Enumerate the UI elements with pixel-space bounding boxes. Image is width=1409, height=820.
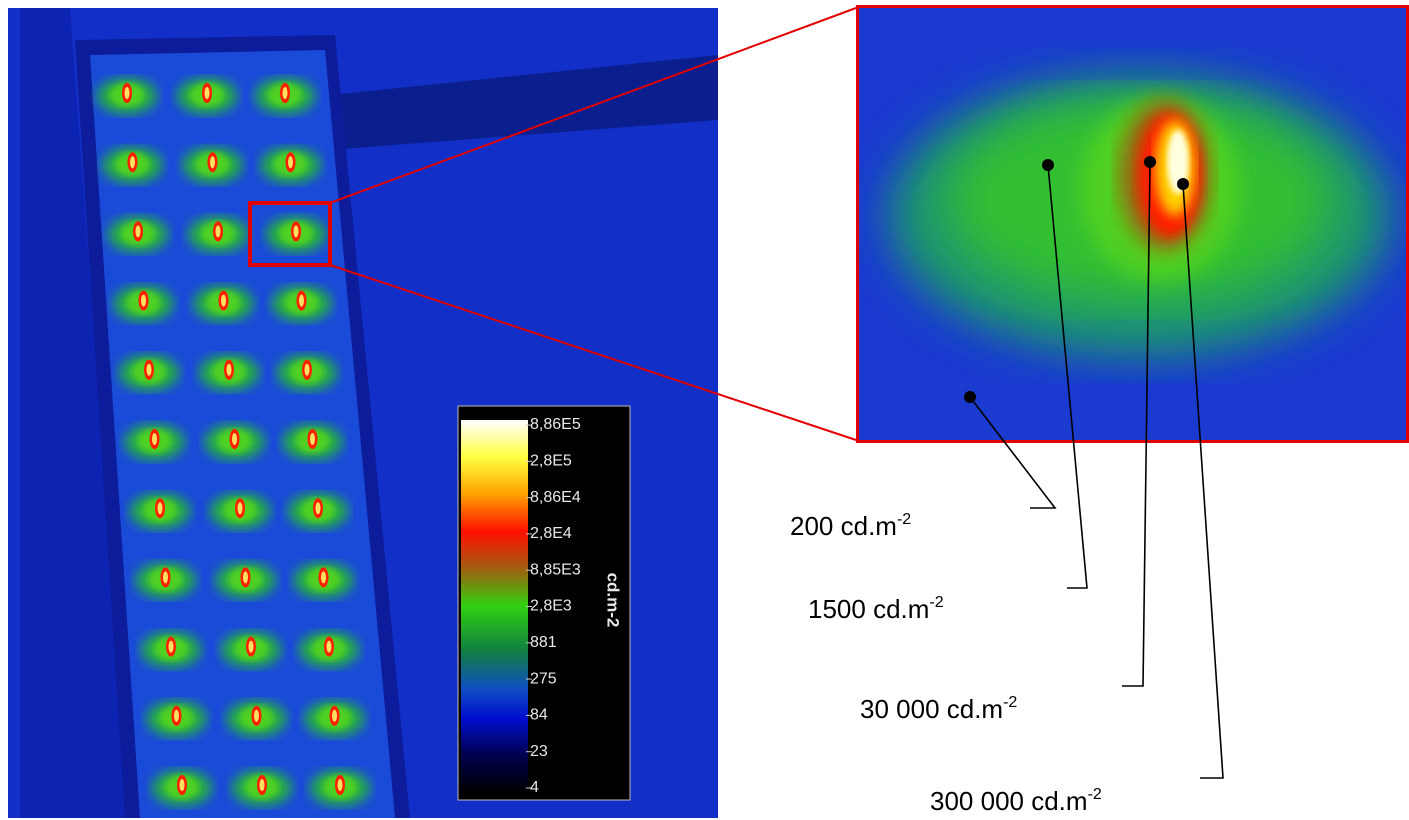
led-hot — [332, 710, 337, 722]
led — [255, 78, 315, 114]
colorbar-tick-label: 2,8E5 — [530, 453, 572, 470]
led-hot — [294, 225, 299, 237]
led-hot — [249, 641, 254, 653]
led — [299, 632, 359, 668]
led — [97, 78, 157, 114]
led — [188, 216, 248, 252]
led — [136, 562, 196, 598]
annotation: 300 000 cd.m-2 — [930, 786, 1102, 816]
led — [119, 355, 179, 391]
led-hot — [221, 295, 226, 307]
led-hot — [254, 710, 259, 722]
figure: 8,86E5 2,8E5 8,86E4 2,8E4 8,85E3 2,8E3 881 275 8… — [0, 0, 1409, 820]
led — [199, 355, 259, 391]
colorbar: 8,86E5 2,8E5 8,86E4 2,8E4 8,85E3 2,8E3 881 275 8… — [458, 406, 630, 800]
led-hot — [227, 364, 232, 376]
led — [194, 286, 254, 322]
colorbar-tick-label: 2,8E3 — [530, 598, 572, 615]
led — [130, 493, 190, 529]
led-hot — [327, 641, 332, 653]
led-hot — [232, 433, 237, 445]
led — [125, 424, 185, 460]
led — [294, 562, 354, 598]
colorbar-tick-label: 8,86E5 — [530, 416, 581, 433]
led — [277, 355, 337, 391]
led-hot — [180, 779, 185, 791]
led-hot — [321, 571, 326, 583]
led-hot — [158, 502, 163, 514]
led — [232, 770, 292, 806]
led-hot — [125, 87, 130, 99]
led — [266, 216, 326, 252]
led-hot — [338, 779, 343, 791]
led-hot — [243, 571, 248, 583]
led — [261, 147, 321, 183]
led-hot — [152, 433, 157, 445]
led — [216, 562, 276, 598]
zoom-image — [856, 5, 1409, 443]
led — [288, 493, 348, 529]
led-hot — [130, 156, 135, 168]
led — [272, 286, 332, 322]
led-hot — [260, 779, 265, 791]
led-hot — [216, 225, 221, 237]
led — [283, 424, 343, 460]
colorbar-tick-label: 275 — [530, 670, 557, 687]
led — [183, 147, 243, 183]
annotation: 1500 cd.m-2 — [808, 594, 944, 624]
led — [310, 770, 370, 806]
led-hot — [310, 433, 315, 445]
led-hot — [288, 156, 293, 168]
led — [221, 632, 281, 668]
led-hot — [141, 295, 146, 307]
led-hot — [238, 502, 243, 514]
led-hot — [299, 295, 304, 307]
led — [108, 216, 168, 252]
led-hot — [205, 87, 210, 99]
led-hot — [147, 364, 152, 376]
annotation: 200 cd.m-2 — [790, 511, 911, 541]
led — [227, 701, 287, 737]
led — [103, 147, 163, 183]
led-hot — [316, 502, 321, 514]
led — [147, 701, 207, 737]
colorbar-tick-label: 4 — [530, 779, 539, 796]
colorbar-tick-label: 84 — [530, 707, 548, 724]
colorbar-tick-label: 2,8E4 — [530, 525, 572, 542]
colorbar-unit: cd.m-2 — [604, 573, 623, 628]
led-hot — [169, 641, 174, 653]
led — [210, 493, 270, 529]
annotation: 30 000 cd.m-2 — [860, 694, 1017, 724]
led-hot — [283, 87, 288, 99]
led — [152, 770, 212, 806]
colorbar-tick-label: 8,85E3 — [530, 561, 581, 578]
led-hot — [174, 710, 179, 722]
led-hot — [163, 571, 168, 583]
colorbar-tick-label: 23 — [530, 743, 548, 760]
led — [114, 286, 174, 322]
colorbar-tick-label: 881 — [530, 634, 557, 651]
led-hot — [210, 156, 215, 168]
led — [141, 632, 201, 668]
led — [205, 424, 265, 460]
led — [177, 78, 237, 114]
led — [305, 701, 365, 737]
led-hot — [305, 364, 310, 376]
led-hot — [136, 225, 141, 237]
colorbar-tick-label: 8,86E4 — [530, 489, 581, 506]
